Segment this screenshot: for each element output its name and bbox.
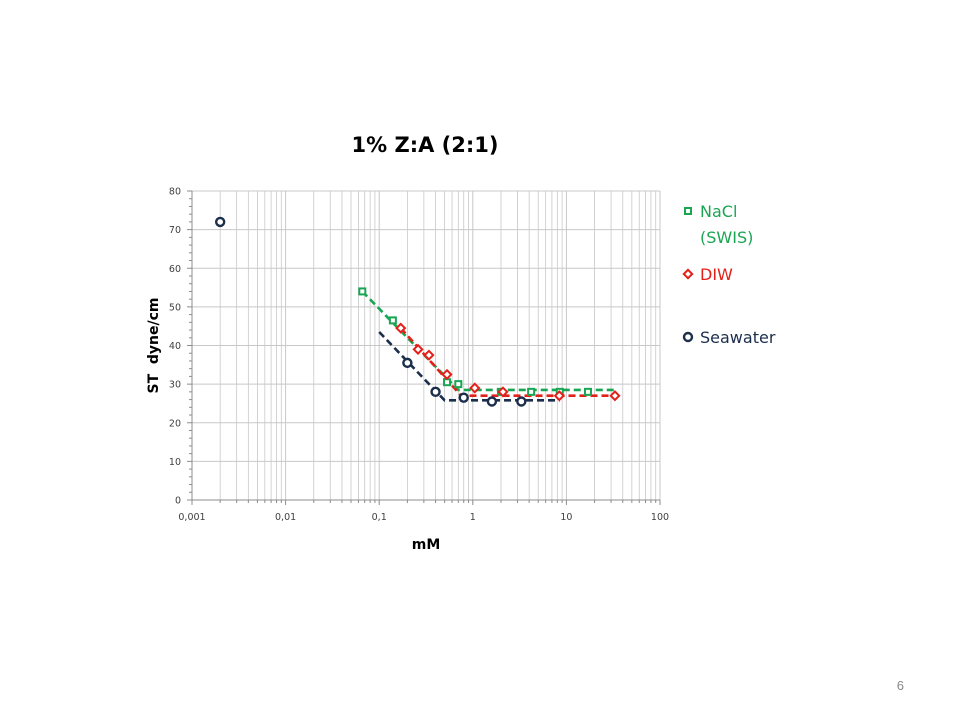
- y-axis-label: ST dyne/cm: [146, 298, 162, 394]
- x-tick-label: 100: [651, 512, 669, 523]
- seawater-point: [516, 396, 527, 407]
- diw-point: [395, 322, 407, 334]
- nacl-point: [583, 387, 592, 396]
- nacl-legend-marker: [684, 207, 692, 215]
- nacl-legend-label: NaCl (SWIS): [700, 202, 753, 247]
- y-tick-label: 80: [169, 187, 181, 198]
- diw-point: [497, 386, 509, 398]
- x-tick-label: 10: [560, 512, 572, 523]
- diw-point: [412, 343, 424, 355]
- diw-point: [469, 382, 481, 394]
- y-tick-label: 40: [169, 341, 181, 352]
- x-tick-label: 0,1: [372, 512, 387, 523]
- x-axis-label: mM: [412, 537, 441, 553]
- nacl-point: [358, 287, 367, 296]
- x-tick-label: 0,001: [178, 512, 205, 523]
- y-tick-label: 0: [175, 496, 181, 507]
- diw-point: [609, 390, 621, 402]
- diw-legend-marker: [682, 268, 694, 280]
- diw-point: [553, 390, 565, 402]
- nacl-point: [388, 316, 397, 325]
- nacl-point: [442, 378, 451, 387]
- diw-point: [441, 368, 453, 381]
- diw-legend-label: DIW: [700, 265, 733, 284]
- nacl-point: [454, 380, 463, 389]
- seawater-point: [430, 386, 441, 398]
- seawater-point: [402, 357, 413, 369]
- x-tick-label: 0,01: [275, 512, 296, 523]
- y-tick-label: 70: [169, 225, 181, 236]
- y-tick-label: 30: [169, 380, 181, 391]
- y-tick-label: 50: [169, 302, 181, 313]
- seawater-point: [486, 396, 498, 407]
- x-tick-label: 1: [470, 512, 476, 523]
- seawater-legend-marker: [682, 331, 694, 343]
- chart-title: 1% Z:A (2:1): [351, 133, 499, 157]
- nacl-point: [527, 387, 536, 396]
- seawater-point: [458, 392, 469, 403]
- y-tick-label: 20: [169, 418, 181, 429]
- y-tick-label: 60: [169, 264, 181, 275]
- page-number: 6: [896, 678, 904, 693]
- diw-point: [423, 349, 435, 361]
- seawater-point: [214, 216, 226, 228]
- y-tick-label: 10: [169, 457, 181, 468]
- seawater-legend-label: Seawater: [700, 328, 776, 347]
